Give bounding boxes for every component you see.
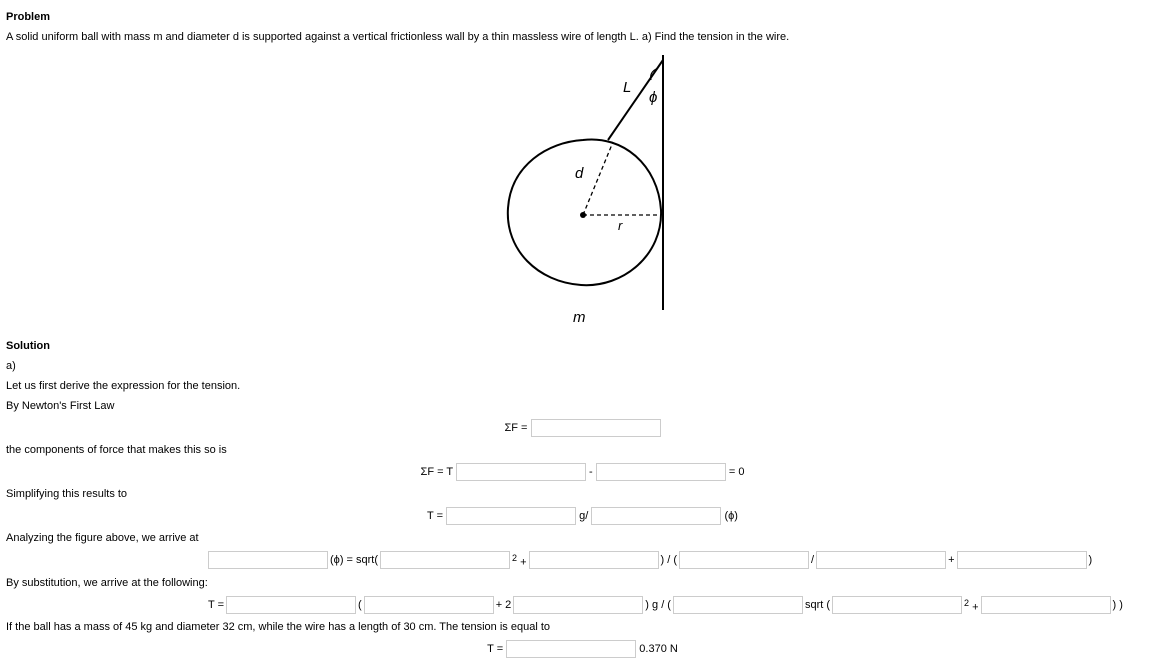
T-eq2-label: T = — [208, 596, 224, 614]
unit-label: 0.370 N — [639, 643, 678, 655]
plus-label: + — [948, 551, 954, 569]
sumF-T-label: ΣF = T — [421, 466, 453, 478]
problem-text: A solid uniform ball with mass m and dia… — [6, 28, 1159, 46]
T-eq-label: T = — [427, 510, 443, 522]
T-input2[interactable] — [591, 507, 721, 525]
label-m: m — [573, 309, 586, 326]
solution-heading: Solution — [6, 337, 1159, 355]
label-phi: ϕ — [649, 89, 657, 106]
T-eq3-label: T = — [487, 643, 503, 655]
T-input1[interactable] — [446, 507, 576, 525]
minus-label: - — [589, 466, 593, 478]
subst-text: By substitution, we arrive at the follow… — [6, 574, 1159, 592]
g-over-open-label: ) g / ( — [645, 596, 671, 614]
two-plus-label: 2 + — [512, 549, 527, 572]
problem-heading: Problem — [6, 8, 1159, 26]
label-r: r — [618, 218, 623, 233]
components-text: the components of force that makes this … — [6, 441, 1159, 459]
T-eq-row: T = g/ (ϕ) — [6, 507, 1159, 525]
phi-input1[interactable] — [380, 551, 510, 569]
T-subst-row: T = ( + 2 ) g / ( sqrt ( 2 + ) ) — [6, 594, 1159, 617]
sumF-label: ΣF = — [504, 422, 527, 434]
simplify-text: Simplifying this results to — [6, 485, 1159, 503]
phi-input3[interactable] — [679, 551, 809, 569]
sumF-T-row: ΣF = T - = 0 — [6, 463, 1159, 481]
Ts-input6[interactable] — [981, 596, 1111, 614]
phi-input0[interactable] — [208, 551, 328, 569]
eq0-label: = 0 — [729, 466, 745, 478]
Ts-input1[interactable] — [226, 596, 356, 614]
T-numeric-row: T = 0.370 N — [6, 640, 1159, 658]
sumF-row: ΣF = — [6, 419, 1159, 437]
phi-sqrt-label: (ϕ) = sqrt( — [330, 551, 378, 569]
sumF-T-input2[interactable] — [596, 463, 726, 481]
sumF-input[interactable] — [531, 419, 661, 437]
newton-text: By Newton's First Law — [6, 397, 1159, 415]
T-numeric-input[interactable] — [506, 640, 636, 658]
derive-text: Let us first derive the expression for t… — [6, 377, 1159, 395]
part-a-label: a) — [6, 357, 1159, 375]
slash-label: / — [811, 551, 814, 569]
Ts-input4[interactable] — [673, 596, 803, 614]
g-over-label: g/ — [579, 510, 588, 522]
close-over-open-label: ) / ( — [661, 551, 678, 569]
phi-input2[interactable] — [529, 551, 659, 569]
label-d: d — [575, 165, 584, 182]
two-plus2-label: 2 + — [964, 594, 979, 617]
phi-sqrt-row: (ϕ) = sqrt( 2 + ) / ( / + ) — [6, 549, 1159, 572]
analyze-text: Analyzing the figure above, we arrive at — [6, 529, 1159, 547]
label-L: L — [623, 79, 631, 96]
ball-wire-diagram: L ϕ d r m — [453, 50, 713, 330]
Ts-input3[interactable] — [513, 596, 643, 614]
plus2-label: + 2 — [496, 596, 512, 614]
Ts-input5[interactable] — [832, 596, 962, 614]
sumF-T-input1[interactable] — [456, 463, 586, 481]
dashed-to-wire — [583, 142, 613, 215]
sqrt-open-label: sqrt ( — [805, 596, 830, 614]
diagram: L ϕ d r m — [6, 50, 1159, 333]
Ts-input2[interactable] — [364, 596, 494, 614]
phi-input4[interactable] — [816, 551, 946, 569]
close-close-label: ) ) — [1113, 596, 1123, 614]
close-label: ) — [1089, 551, 1093, 569]
phi-paren-label: (ϕ) — [724, 510, 738, 522]
open-label: ( — [358, 596, 362, 614]
phi-input5[interactable] — [957, 551, 1087, 569]
numeric-text: If the ball has a mass of 45 kg and diam… — [6, 618, 1159, 636]
